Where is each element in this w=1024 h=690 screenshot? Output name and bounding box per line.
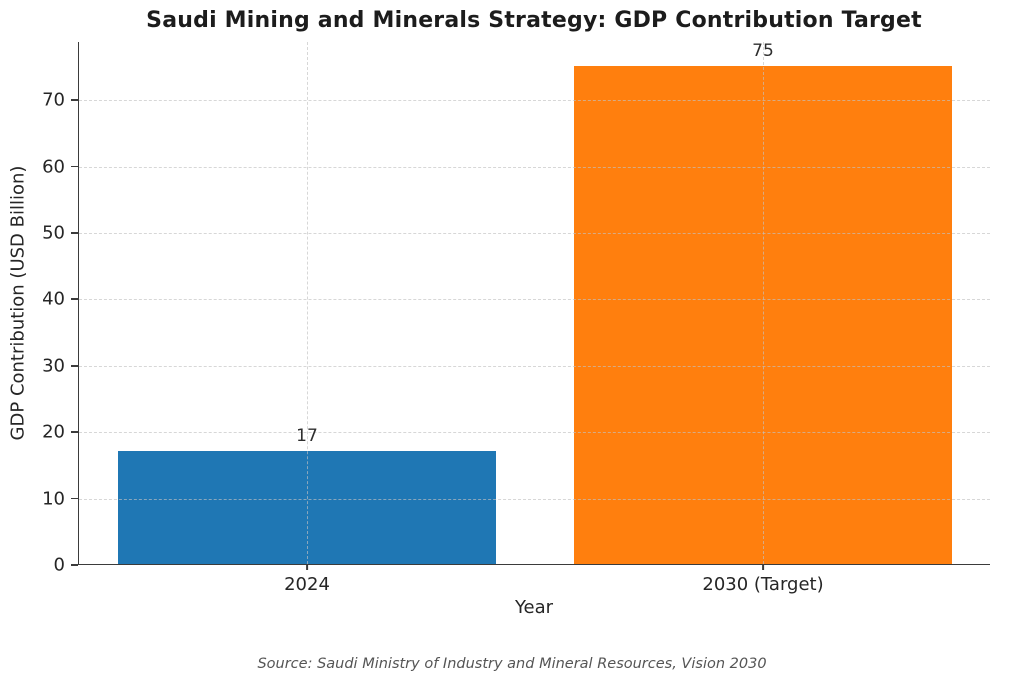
x-tick-mark xyxy=(762,564,764,570)
plot-area: 17 2024 75 2030 (Target) 0 10 20 30 40 50 60 70 xyxy=(42,40,990,595)
y-tick-label: 70 xyxy=(42,89,65,111)
y-tick-mark xyxy=(71,497,78,500)
y-tick-mark xyxy=(71,564,78,566)
y-tick-label: 30 xyxy=(42,355,65,377)
gridline-horizontal xyxy=(79,166,990,168)
bar-value-label: 17 xyxy=(296,426,318,447)
y-axis-label: GDP Contribution (USD Billion) xyxy=(7,165,29,441)
y-tick-label: 0 xyxy=(53,554,65,576)
y-tick-label: 20 xyxy=(42,421,65,443)
y-tick-mark xyxy=(71,298,78,301)
y-tick-mark xyxy=(71,165,78,168)
bar-2030-target- xyxy=(573,65,953,564)
x-axis-label: Year xyxy=(514,597,554,618)
gridline-horizontal xyxy=(79,365,990,367)
x-tick-mark xyxy=(306,564,308,570)
y-tick-label: 60 xyxy=(42,156,65,178)
bar-2024 xyxy=(117,451,497,564)
y-tick-label: 40 xyxy=(42,288,65,310)
source-note: Source: Saudi Ministry of Industry and M… xyxy=(257,656,767,672)
gridline-horizontal xyxy=(79,100,990,102)
gridline-horizontal xyxy=(79,498,990,500)
x-tick-label: 2030 (Target) xyxy=(702,574,824,595)
gridline-horizontal xyxy=(79,299,990,301)
gridline-horizontal xyxy=(79,232,990,234)
y-tick-mark xyxy=(71,232,78,234)
chart-title: Saudi Mining and Minerals Strategy: GDP … xyxy=(146,8,922,33)
x-tick-label: 2024 xyxy=(284,574,330,595)
bar-value-label: 75 xyxy=(752,40,774,61)
gridline-horizontal xyxy=(79,432,990,434)
y-tick-label: 50 xyxy=(42,222,65,244)
y-tick-mark xyxy=(71,431,78,434)
y-tick-mark xyxy=(71,364,78,367)
y-tick-mark xyxy=(71,99,78,101)
y-tick-label: 10 xyxy=(42,488,65,510)
gridline-vertical xyxy=(307,42,308,564)
gridline-vertical xyxy=(763,42,764,564)
